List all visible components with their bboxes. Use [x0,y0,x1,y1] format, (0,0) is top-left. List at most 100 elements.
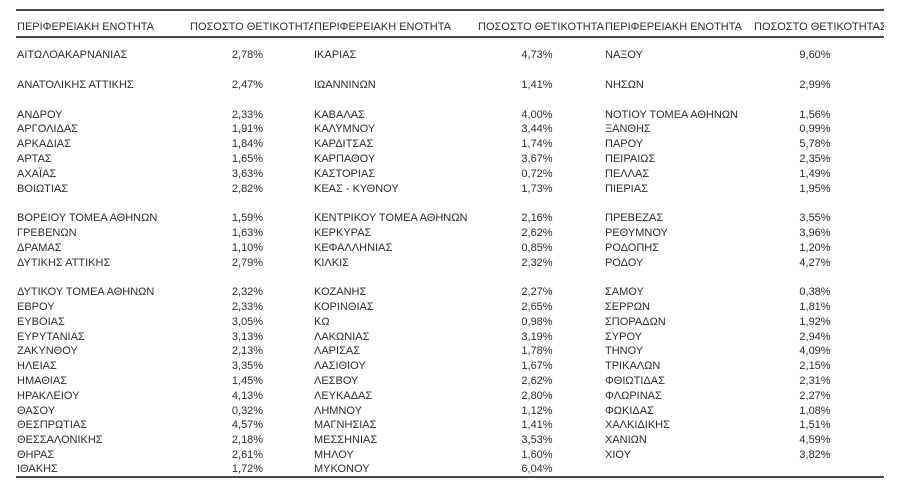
positivity-value-cell: 3,44% [521,123,553,136]
region-name-cell: ΑΝΔΡΟΥ [17,108,63,121]
region-column-header: ΠΕΡΙΦΕΡΕΙΑΚΗ ΕΝΟΤΗΤΑ [604,10,754,38]
region-name-cell: ΚΕΡΚΥΡΑΣ [314,226,372,239]
region-name-cell: ΝΟΤΙΟΥ ΤΟΜΕΑ ΑΘΗΝΩΝ [605,108,738,121]
region-column-header: ΠΕΡΙΦΕΡΕΙΑΚΗ ΕΝΟΤΗΤΑ [313,10,478,38]
region-name-cell: ΧΑΝΙΩΝ [605,434,647,447]
positivity-value-cell: 2,16% [521,212,553,225]
positivity-value-cell: 4,57% [231,419,264,432]
spacer-cell [16,196,884,211]
positivity-value-cell: 1,20% [799,241,831,254]
region-name-cell: ΙΚΑΡΙΑΣ [314,49,357,62]
region-name-cell: ΞΑΝΘΗΣ [605,123,651,136]
table-row: ΖΑΚΥΝΘΟΥ 2,13% ΛΑΡΙΣΑΣ 1,78% ΤΗΝΟΥ 4,09% [16,344,884,359]
region-name-cell: ΜΥΚΟΝΟΥ [314,463,370,476]
positivity-value-cell: 1,74% [521,138,553,151]
region-name-cell: ΚΟΖΑΝΗΣ [314,286,367,299]
region-name-cell: ΚΕΝΤΡΙΚΟΥ ΤΟΜΕΑ ΑΘΗΝΩΝ [314,212,468,225]
region-name-cell: ΕΥΡΥΤΑΝΙΑΣ [17,330,85,343]
region-name-cell: ΦΛΩΡΙΝΑΣ [605,389,662,402]
positivity-value-cell: 2,31% [799,374,831,387]
positivity-value-cell: 4,59% [799,434,831,447]
region-name-cell: ΑΡΚΑΔΙΑΣ [17,138,71,151]
region-name-cell: ΦΩΚΙΔΑΣ [605,404,654,417]
positivity-value-cell: 1,51% [799,419,831,432]
positivity-value-cell: 1,41% [521,78,553,91]
positivity-value-cell: 1,63% [231,226,264,239]
table-row: ΑΡΤΑΣ 1,65% ΚΑΡΠΑΘΟΥ 3,67% ΠΕΙΡΑΙΩΣ 2,35% [16,152,884,167]
table-row: ΕΥΒΟΙΑΣ 3,05% ΚΩ 0,98% ΣΠΟΡΑΔΩΝ 1,92% [16,314,884,329]
positivity-value-cell: 1,73% [521,182,553,195]
positivity-value-cell: 2,13% [231,345,264,358]
positivity-value-cell: 2,79% [231,256,264,269]
positivity-value-cell: 1,60% [521,448,553,461]
positivity-value-cell: 3,53% [521,434,553,447]
table-row: ΑΡΚΑΔΙΑΣ 1,84% ΚΑΡΔΙΤΣΑΣ 1,74% ΠΑΡΟΥ 5,78% [16,137,884,152]
positivity-value-cell: 2,94% [799,330,831,343]
region-name-cell: ΑΡΤΑΣ [17,152,52,165]
region-name-cell: ΚΕΑΣ - ΚΥΘΝΟΥ [314,182,399,195]
region-name-cell: ΒΟΡΕΙΟΥ ΤΟΜΕΑ ΑΘΗΝΩΝ [17,212,158,225]
rate-column-header: ΠΟΣΟΣΤΟ ΘΕΤΙΚΟΤΗΤΑΣ [190,10,313,38]
region-name-cell: ΕΒΡΟΥ [17,300,55,313]
positivity-value-cell: 3,67% [521,152,553,165]
table-row: ΑΝΑΤΟΛΙΚΗΣ ΑΤΤΙΚΗΣ 2,47% ΙΩΑΝΝΙΝΩΝ 1,41% ΝΗΣ… [16,78,884,93]
header-row: ΠΕΡΙΦΕΡΕΙΑΚΗ ΕΝΟΤΗΤΑ ΠΟΣΟΣΤΟ ΘΕΤΙΚΟΤΗΤΑΣ… [16,10,884,38]
positivity-value-cell: 1,59% [231,212,264,225]
region-name-cell: ΙΘΑΚΗΣ [17,463,58,476]
region-name-cell: ΚΕΦΑΛΛΗΝΙΑΣ [314,241,393,254]
positivity-value-cell: 4,00% [521,108,553,121]
region-name-cell: ΑΧΑΪΑΣ [17,167,57,180]
region-name-cell: ΛΑΚΩΝΙΑΣ [314,330,370,343]
region-name-cell: ΚΑΛΥΜΝΟΥ [314,123,376,136]
table-row: ΔΥΤΙΚΟΥ ΤΟΜΕΑ ΑΘΗΝΩΝ 2,32% ΚΟΖΑΝΗΣ 2,27% ΣΑΜ… [16,285,884,300]
region-name-cell: ΠΕΙΡΑΙΩΣ [605,152,656,165]
positivity-value-cell: 0,99% [799,123,831,136]
table-row: ΗΜΑΘΙΑΣ 1,45% ΛΕΣΒΟΥ 2,62% ΦΘΙΩΤΙΔΑΣ 2,31% [16,374,884,389]
positivity-value-cell: 0,98% [521,315,553,328]
region-name-cell: ΦΘΙΩΤΙΔΑΣ [605,374,665,387]
positivity-value-cell: 2,32% [521,256,553,269]
region-name-cell: ΑΡΓΟΛΙΔΑΣ [17,123,78,136]
positivity-value-cell: 4,73% [521,49,553,62]
positivity-value-cell: 0,32% [231,404,264,417]
table-row: ΘΕΣΣΑΛΟΝΙΚΗΣ 2,18% ΜΕΣΣΗΝΙΑΣ 3,53% ΧΑΝΙΩΝ 4,5… [16,433,884,448]
region-name-cell: ΧΙΟΥ [605,448,631,461]
positivity-value-cell: 3,13% [231,330,264,343]
table-row: ΒΟΙΩΤΙΑΣ 2,82% ΚΕΑΣ - ΚΥΘΝΟΥ 1,73% ΠΙΕΡΙΑΣ 1,… [16,181,884,196]
positivity-value-cell: 1,81% [799,300,831,313]
positivity-value-cell: 0,38% [799,286,831,299]
region-name-cell: ΛΑΣΙΘΙΟΥ [314,360,366,373]
table-row: ΘΕΣΠΡΩΤΙΑΣ 4,57% ΜΑΓΝΗΣΙΑΣ 1,41% ΧΑΛΚΙΔΙΚΗΣ 1… [16,418,884,433]
region-name-cell: ΣΥΡΟΥ [605,330,643,343]
positivity-value-cell: 1,67% [521,360,553,373]
table-row: ΕΥΡΥΤΑΝΙΑΣ 3,13% ΛΑΚΩΝΙΑΣ 3,19% ΣΥΡΟΥ 2,94% [16,329,884,344]
positivity-value-cell: 5,78% [799,138,831,151]
region-name-cell: ΜΕΣΣΗΝΙΑΣ [314,434,378,447]
positivity-value-cell: 1,45% [231,374,264,387]
region-name-cell: ΣΠΟΡΑΔΩΝ [605,315,666,328]
spacer-cell [16,270,884,285]
positivity-value-cell: 2,18% [231,434,264,447]
region-name-cell: ΗΡΑΚΛΕΙΟΥ [17,389,80,402]
positivity-value-cell: 3,63% [231,167,264,180]
region-name-cell: ΑΝΑΤΟΛΙΚΗΣ ΑΤΤΙΚΗΣ [17,78,134,91]
region-name-cell: ΤΗΝΟΥ [605,345,644,358]
positivity-value-cell: 2,99% [799,78,831,91]
positivity-rate-table: ΠΕΡΙΦΕΡΕΙΑΚΗ ΕΝΟΤΗΤΑ ΠΟΣΟΣΤΟ ΘΕΤΙΚΟΤΗΤΑΣ… [16,9,884,479]
spacer-row [16,196,884,211]
region-name-cell: ΔΥΤΙΚΟΥ ΤΟΜΕΑ ΑΘΗΝΩΝ [17,286,155,299]
region-name-cell: ΛΕΣΒΟΥ [314,374,359,387]
table-row: ΗΛΕΙΑΣ 3,35% ΛΑΣΙΘΙΟΥ 1,67% ΤΡΙΚΑΛΩΝ 2,15% [16,359,884,374]
positivity-value-cell: 2,15% [799,360,831,373]
region-name-cell: ΠΕΛΛΑΣ [605,167,650,180]
region-name-cell: ΑΙΤΩΛΟΑΚΑΡΝΑΝΙΑΣ [17,49,128,62]
region-name-cell: ΠΙΕΡΙΑΣ [605,182,648,195]
region-name-cell: ΚΑΡΠΑΘΟΥ [314,152,376,165]
positivity-value-cell [754,462,884,477]
positivity-value-cell: 4,13% [231,389,264,402]
table-container: ΠΕΡΙΦΕΡΕΙΑΚΗ ΕΝΟΤΗΤΑ ΠΟΣΟΣΤΟ ΘΕΤΙΚΟΤΗΤΑΣ… [16,9,884,479]
region-name-cell: ΜΗΛΟΥ [314,448,354,461]
region-name-cell: ΕΥΒΟΙΑΣ [17,315,65,328]
region-name-cell: ΧΑΛΚΙΔΙΚΗΣ [605,419,670,432]
positivity-value-cell: 6,04% [521,463,553,476]
